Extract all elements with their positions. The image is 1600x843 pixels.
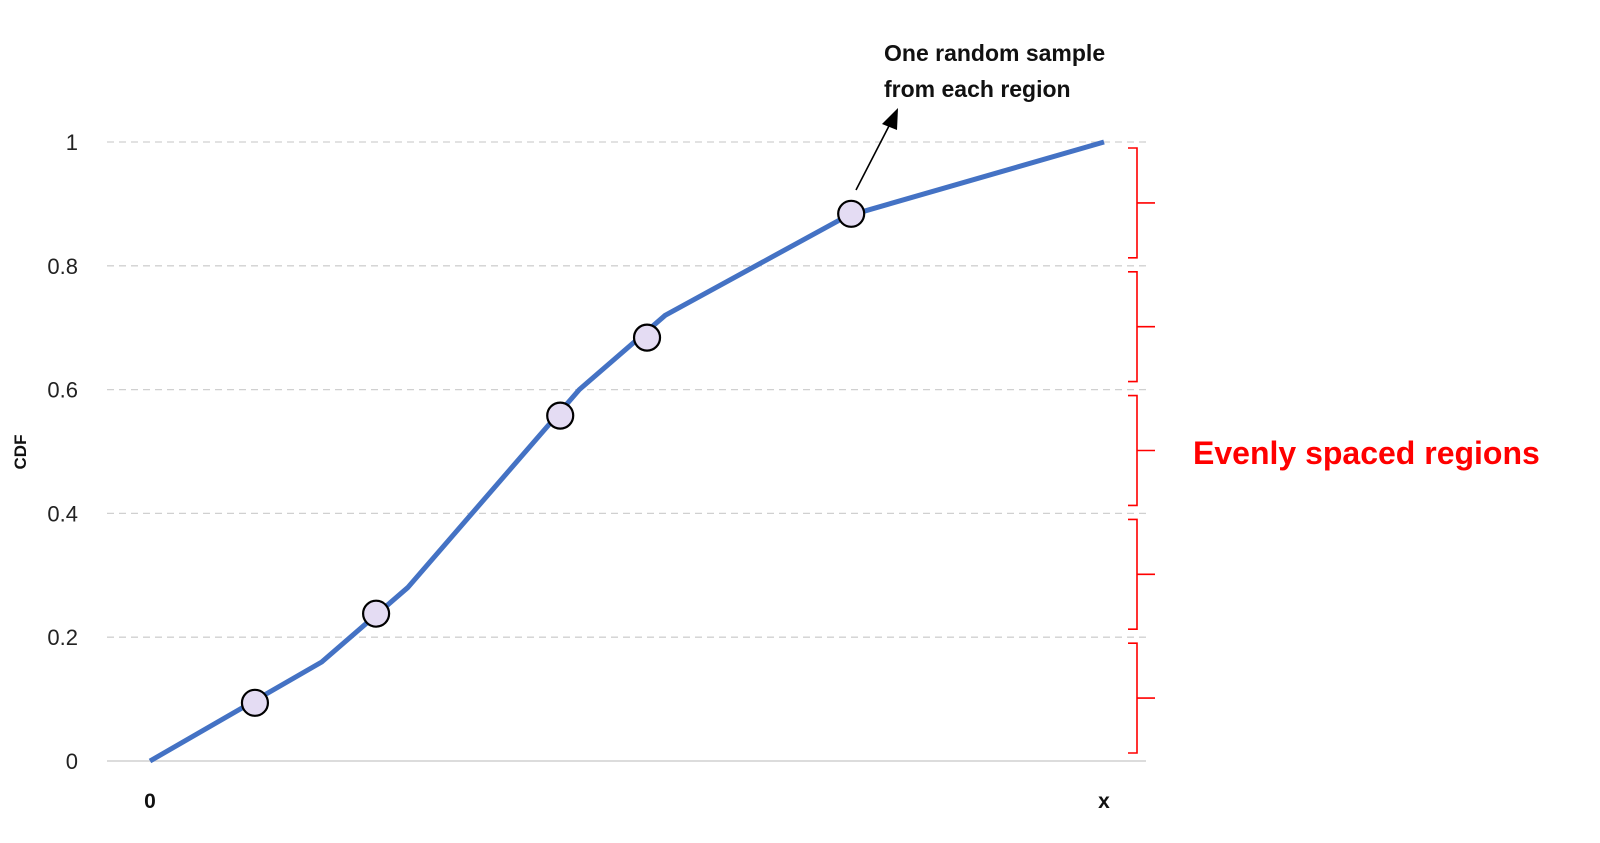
region-brace [1128,518,1155,630]
y-tick-label: 0.6 [47,378,78,403]
region-brace [1128,147,1155,259]
sample-point [632,323,662,352]
y-tick-labels: 0 0.2 0.4 0.6 0.8 1 [47,130,78,774]
y-tick-label: 0.8 [47,254,78,279]
sample-point [361,599,391,628]
y-axis-label: CDF [11,435,30,470]
x-end-label: x [1098,790,1110,813]
sample-point [837,199,866,228]
regions-label: Evenly spaced regions [1193,435,1540,471]
annotation-arrowhead [882,108,898,130]
y-tick-label: 0 [66,749,78,774]
region-brace [1128,271,1155,383]
y-tick-label: 1 [66,130,78,155]
cdf-line [148,139,1105,764]
sample-point [240,688,270,717]
gridlines [107,141,1146,638]
annotation-arrow [855,123,891,191]
y-tick-label: 0.4 [47,501,78,526]
region-brace [1128,394,1155,507]
annotation-line-1: One random sample [884,40,1105,66]
annotation: One random sample from each region [855,40,1105,191]
region-brace [1128,642,1155,754]
y-tick-label: 0.2 [47,625,78,650]
sample-points [240,199,866,717]
annotation-line-2: from each region [884,76,1071,102]
sample-point [546,401,575,430]
x-start-label: 0 [144,790,156,813]
region-braces [1128,147,1155,754]
